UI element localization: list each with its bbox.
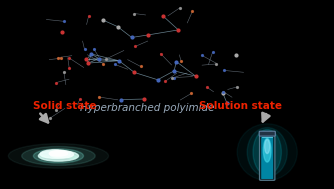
Ellipse shape bbox=[38, 151, 78, 161]
Ellipse shape bbox=[52, 151, 64, 154]
Text: Solid state: Solid state bbox=[33, 101, 97, 111]
Ellipse shape bbox=[237, 124, 297, 180]
Ellipse shape bbox=[50, 151, 73, 158]
Ellipse shape bbox=[264, 138, 271, 162]
Ellipse shape bbox=[40, 150, 70, 158]
Ellipse shape bbox=[253, 129, 281, 175]
Ellipse shape bbox=[67, 155, 77, 158]
Ellipse shape bbox=[33, 149, 84, 163]
Ellipse shape bbox=[8, 144, 109, 168]
Ellipse shape bbox=[247, 128, 287, 177]
Ellipse shape bbox=[265, 139, 270, 153]
Text: Hyperbranched polyimide: Hyperbranched polyimide bbox=[80, 103, 214, 113]
Text: Solution state: Solution state bbox=[199, 101, 282, 111]
FancyBboxPatch shape bbox=[259, 131, 275, 136]
Ellipse shape bbox=[22, 146, 95, 165]
FancyBboxPatch shape bbox=[261, 137, 273, 179]
Ellipse shape bbox=[41, 155, 49, 158]
FancyBboxPatch shape bbox=[260, 132, 275, 180]
Ellipse shape bbox=[49, 151, 67, 156]
